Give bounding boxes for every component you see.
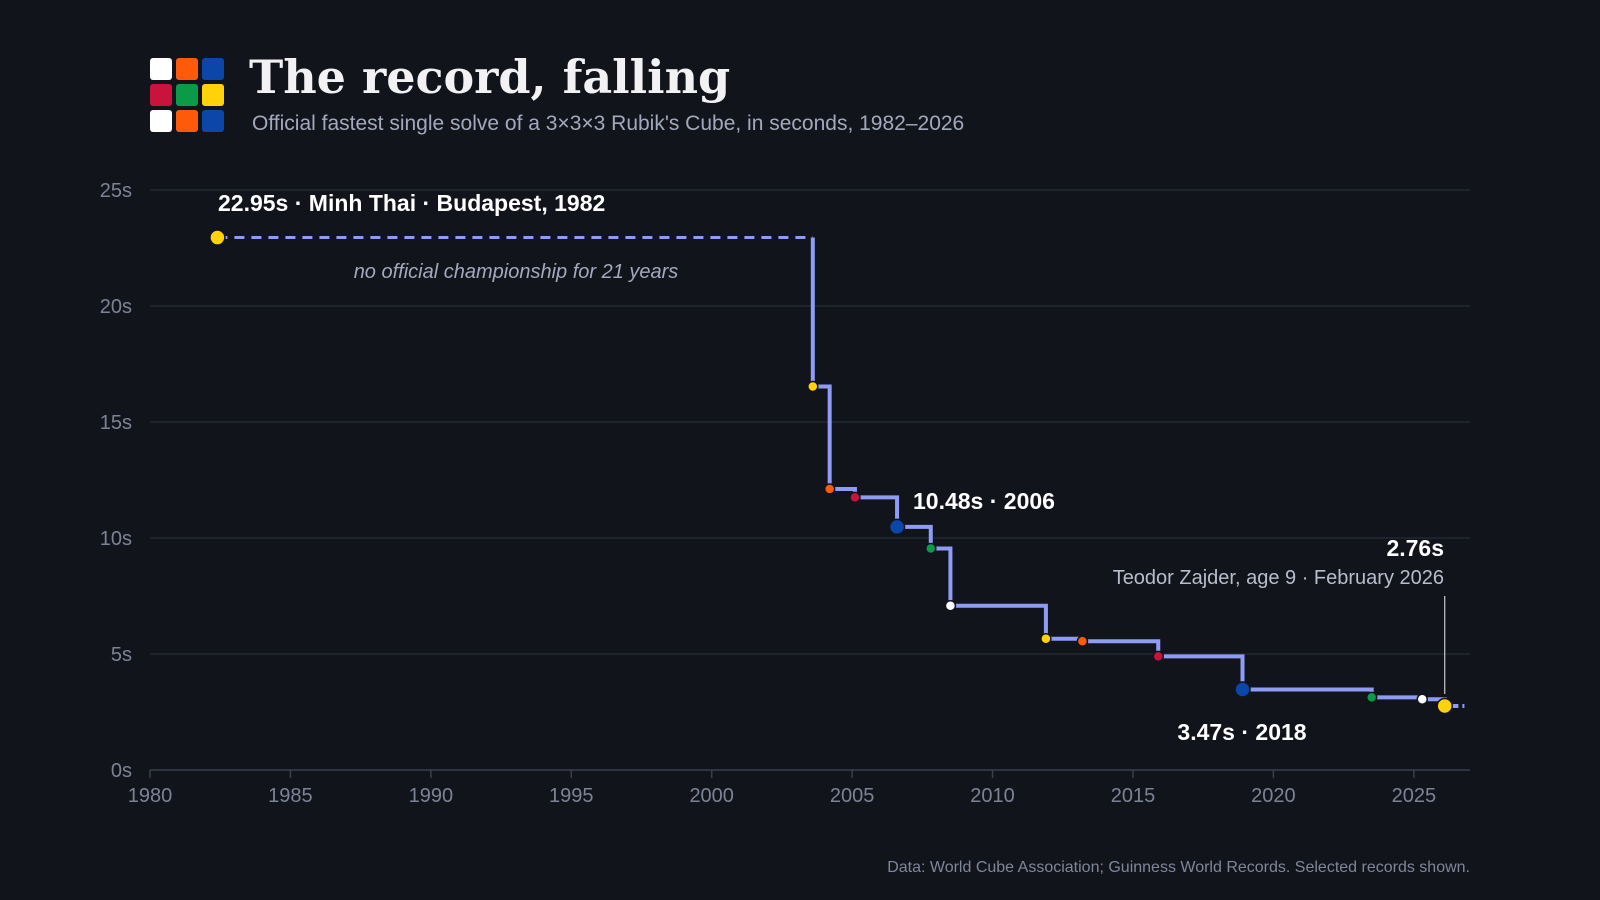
record-point xyxy=(925,542,937,555)
chart-subtitle: Official fastest single solve of a 3×3×3… xyxy=(252,112,964,135)
record-points xyxy=(209,229,1453,715)
cube-sticker xyxy=(176,58,198,80)
annotation-gap-note: no official championship for 21 years xyxy=(354,261,679,283)
record-point xyxy=(1076,635,1089,647)
annotation-current-record-holder: Teodor Zajder, age 9 · February 2026 xyxy=(1113,567,1444,589)
x-axis: 1980 1985 1990 1995 2000 2005 2010 2015 2020 2025 xyxy=(128,770,1436,807)
gridlines xyxy=(150,189,1470,771)
record-point xyxy=(209,229,226,246)
annotation-2018-record: 3.47s · 2018 xyxy=(1177,719,1306,745)
record-step-line xyxy=(217,236,1465,708)
record-point xyxy=(1234,681,1251,698)
record-point xyxy=(823,483,836,495)
x-tick-label: 2015 xyxy=(1111,785,1156,807)
x-tick-label: 1990 xyxy=(409,785,454,807)
record-point xyxy=(1416,693,1429,705)
cube-sticker xyxy=(150,110,172,132)
record-point xyxy=(1436,697,1453,715)
record-point xyxy=(1040,632,1052,645)
cube-sticker xyxy=(176,84,198,106)
y-tick-label: 0s xyxy=(111,760,132,782)
chart-title: The record, falling xyxy=(249,50,730,104)
cube-sticker xyxy=(202,110,224,132)
step-line xyxy=(810,237,1453,708)
cube-sticker xyxy=(202,58,224,80)
x-tick-label: 2025 xyxy=(1392,785,1437,807)
annotation-current-record-time: 2.76s xyxy=(1386,535,1444,561)
y-tick-label: 10s xyxy=(100,528,132,550)
x-tick-label: 2005 xyxy=(830,785,875,807)
record-point xyxy=(1365,691,1378,704)
y-tick-label: 25s xyxy=(100,180,132,202)
annotation-first-record: 22.95s · Minh Thai · Budapest, 1982 xyxy=(218,190,605,216)
record-point xyxy=(944,599,957,612)
x-tick-label: 1995 xyxy=(549,785,594,807)
source-note: Data: World Cube Association; Guinness W… xyxy=(887,859,1470,876)
x-tick-label: 2000 xyxy=(689,785,734,807)
cube-sticker xyxy=(176,110,198,132)
record-point xyxy=(807,380,819,393)
y-axis: 0s 5s 10s 15s 20s 25s xyxy=(100,180,132,782)
annotation-2006-record: 10.48s · 2006 xyxy=(913,488,1055,514)
cube-sticker xyxy=(202,84,224,106)
record-point xyxy=(849,491,861,504)
x-tick-label: 2010 xyxy=(970,785,1015,807)
x-tick-label: 2020 xyxy=(1251,785,1296,807)
x-tick-label: 1985 xyxy=(268,785,313,807)
cube-sticker xyxy=(150,84,172,106)
rubiks-cube-logo xyxy=(150,58,224,132)
record-point xyxy=(1152,650,1165,663)
cube-sticker xyxy=(150,58,172,80)
record-point xyxy=(888,518,906,536)
y-tick-label: 20s xyxy=(100,296,132,318)
x-tick-label: 1980 xyxy=(128,785,173,807)
y-tick-label: 5s xyxy=(111,644,132,666)
y-tick-label: 15s xyxy=(100,412,132,434)
